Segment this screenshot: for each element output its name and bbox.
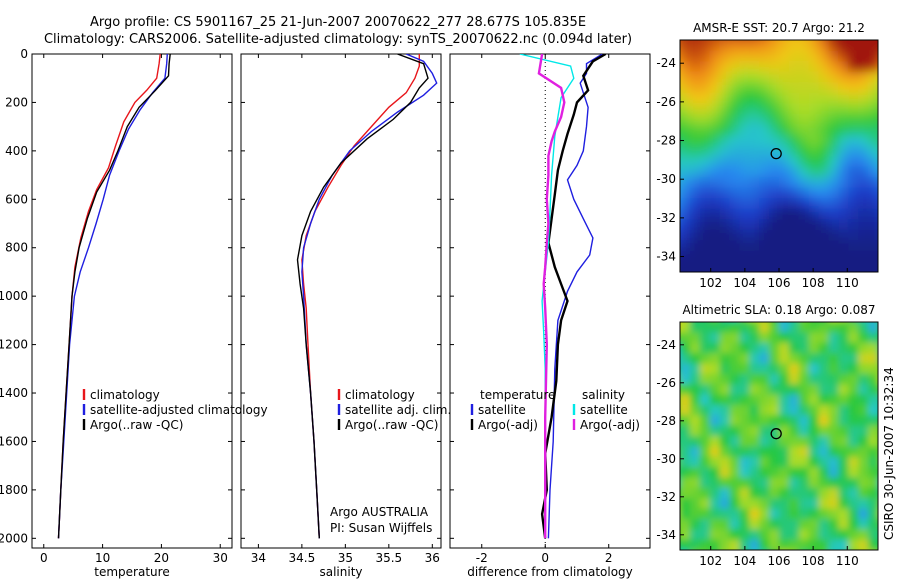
sla_map-ytick-label: -32 (656, 490, 676, 504)
temperature-panel: 0 200 400 600 800 1000 1200 1400 1600 1800 2000 0 10… (0, 47, 268, 579)
sst_map-argo-marker (770, 147, 782, 160)
depth-tick-label: 600 (5, 192, 28, 206)
sst_map-ytick-label: -24 (656, 56, 676, 70)
depth-tick-label: 800 (5, 241, 28, 255)
legend-label: Argo(..raw -QC) (90, 418, 183, 432)
sst_map-xtick-label: 110 (836, 276, 859, 290)
depth-tick-label: 400 (5, 144, 28, 158)
sla_map-ytick-label: -30 (656, 452, 676, 466)
temperature-xtick-label: 20 (154, 551, 169, 565)
legend-label: climatology (345, 388, 415, 402)
sla_map-xtick-label: 108 (802, 554, 825, 568)
sla_map-xtick-label: 104 (733, 554, 756, 568)
salinity-xtick-label: 36 (425, 551, 440, 565)
sla_map-panel: Altimetric SLA: 0.18 Argo: 0.087 102 104 10… (656, 303, 879, 568)
sst_map-xtick-label: 104 (733, 276, 756, 290)
sla_map-xtick-label: 102 (699, 554, 722, 568)
difference-xtick-label: 0 (541, 551, 549, 565)
salinity-xtick-label: 35.5 (375, 551, 402, 565)
series-line-salinity-1 (301, 54, 438, 539)
depth-tick-label: 1400 (0, 386, 28, 400)
sla_map-xtick-label: 110 (836, 554, 859, 568)
depth-tick-label: 1000 (0, 289, 28, 303)
difference-frame (449, 53, 651, 549)
depth-tick-label: 1200 (0, 338, 28, 352)
salinity-xtick-label: 34 (251, 551, 266, 565)
depth-tick-label: 200 (5, 95, 28, 109)
sst_map-ytick-label: -30 (656, 172, 676, 186)
sst_map-field (680, 40, 878, 272)
salinity-xtick-label: 35 (338, 551, 353, 565)
sla_map-xtick-label: 106 (768, 554, 791, 568)
sla_map-ytick-label: -24 (656, 338, 676, 352)
sla_map-argo-marker (770, 428, 782, 440)
series-line-temperature-2 (57, 54, 171, 539)
series-line-temperature-1 (57, 54, 168, 539)
sst_map-panel: AMSR-E SST: 20.7 Argo: 21.2 102 104 106 108 1… (656, 21, 879, 290)
depth-tick-label: 1600 (0, 434, 28, 448)
series-line-difference-3 (537, 54, 566, 539)
sla_map-field (680, 322, 878, 550)
sst_map-ytick-label: -32 (656, 211, 676, 225)
salinity-xlabel: salinity (319, 565, 362, 579)
temperature-xtick-label: 30 (213, 551, 228, 565)
map-panels: AMSR-E SST: 20.7 Argo: 21.2 102 104 106 108 1… (656, 21, 879, 568)
temperature-xtick-label: 0 (40, 551, 48, 565)
legend-label: satellite (478, 403, 526, 417)
depth-tick-label: 0 (20, 47, 28, 61)
argo-note-2: PI: Susan Wijffels (330, 521, 432, 535)
sla_map-ytick-label: -28 (656, 414, 676, 428)
series-line-salinity-2 (296, 54, 429, 539)
figure-title-line1: Argo profile: CS 5901167_25 21-Jun-2007 … (90, 15, 586, 30)
sst_map-xtick-label: 102 (699, 276, 722, 290)
difference-xtick-label: 2 (605, 551, 613, 565)
difference-xtick-label: -2 (476, 551, 488, 565)
legend-label: Argo(-adj) (478, 418, 538, 432)
sst_map-ytick-label: -26 (656, 95, 676, 109)
temperature-frame (31, 53, 233, 549)
series-line-salinity-0 (301, 54, 420, 539)
sla_map-ytick-label: -26 (656, 376, 676, 390)
legend-group-title: temperature (480, 388, 555, 402)
series-line-difference-0 (547, 54, 603, 539)
legend-label: satellite (580, 403, 628, 417)
temperature-xtick-label: 10 (95, 551, 110, 565)
salinity-xtick-label: 34.5 (289, 551, 316, 565)
figure-title-line2: Climatology: CARS2006. Satellite-adjuste… (44, 32, 632, 47)
sst_map-title: AMSR-E SST: 20.7 Argo: 21.2 (693, 21, 865, 35)
difference-xlabel: difference from climatology (467, 565, 633, 579)
depth-tick-label: 2000 (0, 531, 28, 545)
legend-label: satellite-adjusted climatology (90, 403, 268, 417)
sst_map-xtick-label: 106 (768, 276, 791, 290)
depth-tick-label: 1800 (0, 483, 28, 497)
salinity-frame (240, 53, 442, 549)
sst_map-xtick-label: 108 (802, 276, 825, 290)
sla_map-ytick-label: -34 (656, 528, 676, 542)
sst_map-ytick-label: -28 (656, 134, 676, 148)
legend-label: Argo(..raw -QC) (345, 418, 438, 432)
legend-label: Argo(-adj) (580, 418, 640, 432)
legend-label: climatology (90, 388, 160, 402)
salinity-panel: 34 34.5 35 35.5 36 salinity climatologysatelli… (240, 53, 451, 579)
sst_map-ytick-label: -34 (656, 250, 676, 264)
argo-note-1: Argo AUSTRALIA (330, 505, 429, 519)
temperature-xlabel: temperature (94, 565, 169, 579)
legend-group-title: salinity (582, 388, 625, 402)
credit-text: CSIRO 30-Jun-2007 10:32:34 (882, 367, 896, 540)
sla_map-title: Altimetric SLA: 0.18 Argo: 0.087 (682, 303, 875, 317)
legend-label: satellite adj. clim. (345, 403, 451, 417)
